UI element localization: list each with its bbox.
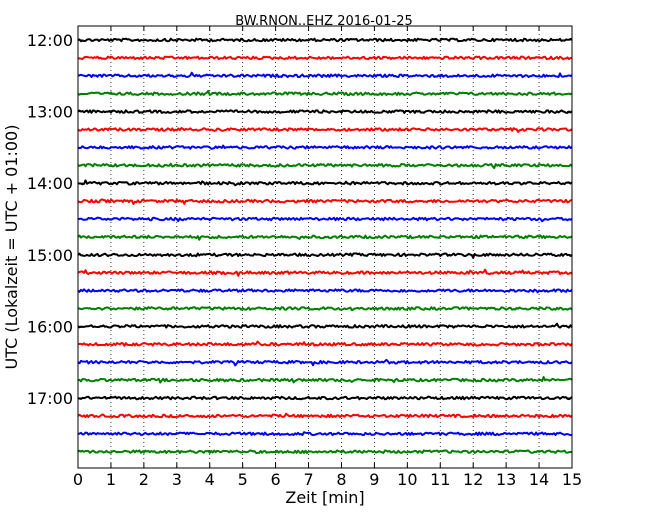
trace-1245 [77, 89, 573, 97]
x-tick-label: 11 [430, 470, 450, 489]
y-axis: 12:00 13:00 14:00 15:00 16:00 17:00 [27, 31, 572, 408]
trace-1530 [77, 288, 573, 294]
x-tick-label: 4 [205, 470, 215, 489]
y-tick-label: 15:00 [27, 246, 73, 265]
trace-1200 [77, 37, 573, 43]
trace-1715 [77, 412, 573, 419]
x-tick-label: 1 [106, 470, 116, 489]
x-tick-label: 10 [397, 470, 417, 489]
plot-frame [77, 25, 573, 469]
trace-1630 [77, 358, 573, 367]
y-axis-label: UTC (Lokalzeit = UTC + 01:00) [2, 125, 21, 370]
trace-1315 [77, 127, 573, 133]
x-tick-label: 0 [73, 470, 83, 489]
grid-lines [110, 26, 540, 468]
x-axis: 0 1 2 3 4 5 6 7 8 9 10 11 12 13 14 15 [73, 26, 582, 489]
x-tick-label: 5 [238, 470, 248, 489]
trace-1400 [77, 179, 573, 187]
x-tick-label: 14 [529, 470, 549, 489]
trace-1415 [77, 198, 573, 205]
trace-1500 [77, 252, 573, 259]
x-tick-label: 9 [369, 470, 379, 489]
trace-1600 [77, 322, 573, 329]
x-tick-label: 13 [496, 470, 516, 489]
x-tick-label: 12 [463, 470, 483, 489]
x-tick-label: 2 [139, 470, 149, 489]
trace-1645 [77, 376, 573, 384]
y-tick-label: 12:00 [27, 31, 73, 50]
y-tick-label: 17:00 [27, 389, 73, 408]
x-tick-label: 3 [172, 470, 182, 489]
trace-1330 [77, 144, 573, 150]
trace-1445 [77, 234, 573, 241]
trace-1745 [77, 449, 573, 454]
trace-1430 [77, 216, 573, 223]
x-tick-label: 6 [271, 470, 281, 489]
trace-1545 [77, 306, 573, 312]
x-tick-label: 15 [562, 470, 582, 489]
x-tick-label: 8 [336, 470, 346, 489]
trace-1615 [77, 340, 573, 347]
trace-1300 [77, 109, 573, 114]
y-tick-label: 16:00 [27, 317, 73, 336]
trace-1730 [77, 431, 573, 437]
y-tick-label: 13:00 [27, 103, 73, 122]
trace-1345 [77, 162, 573, 170]
trace-group [77, 37, 573, 454]
trace-1230 [77, 71, 573, 79]
trace-1700 [77, 395, 573, 401]
trace-1515 [77, 268, 573, 277]
y-tick-label: 14:00 [27, 174, 73, 193]
chart-title: BW.RNON..EHZ 2016-01-25 [235, 14, 413, 29]
trace-1215 [77, 55, 573, 61]
x-axis-label: Zeit [min] [285, 488, 364, 507]
x-tick-label: 7 [303, 470, 313, 489]
